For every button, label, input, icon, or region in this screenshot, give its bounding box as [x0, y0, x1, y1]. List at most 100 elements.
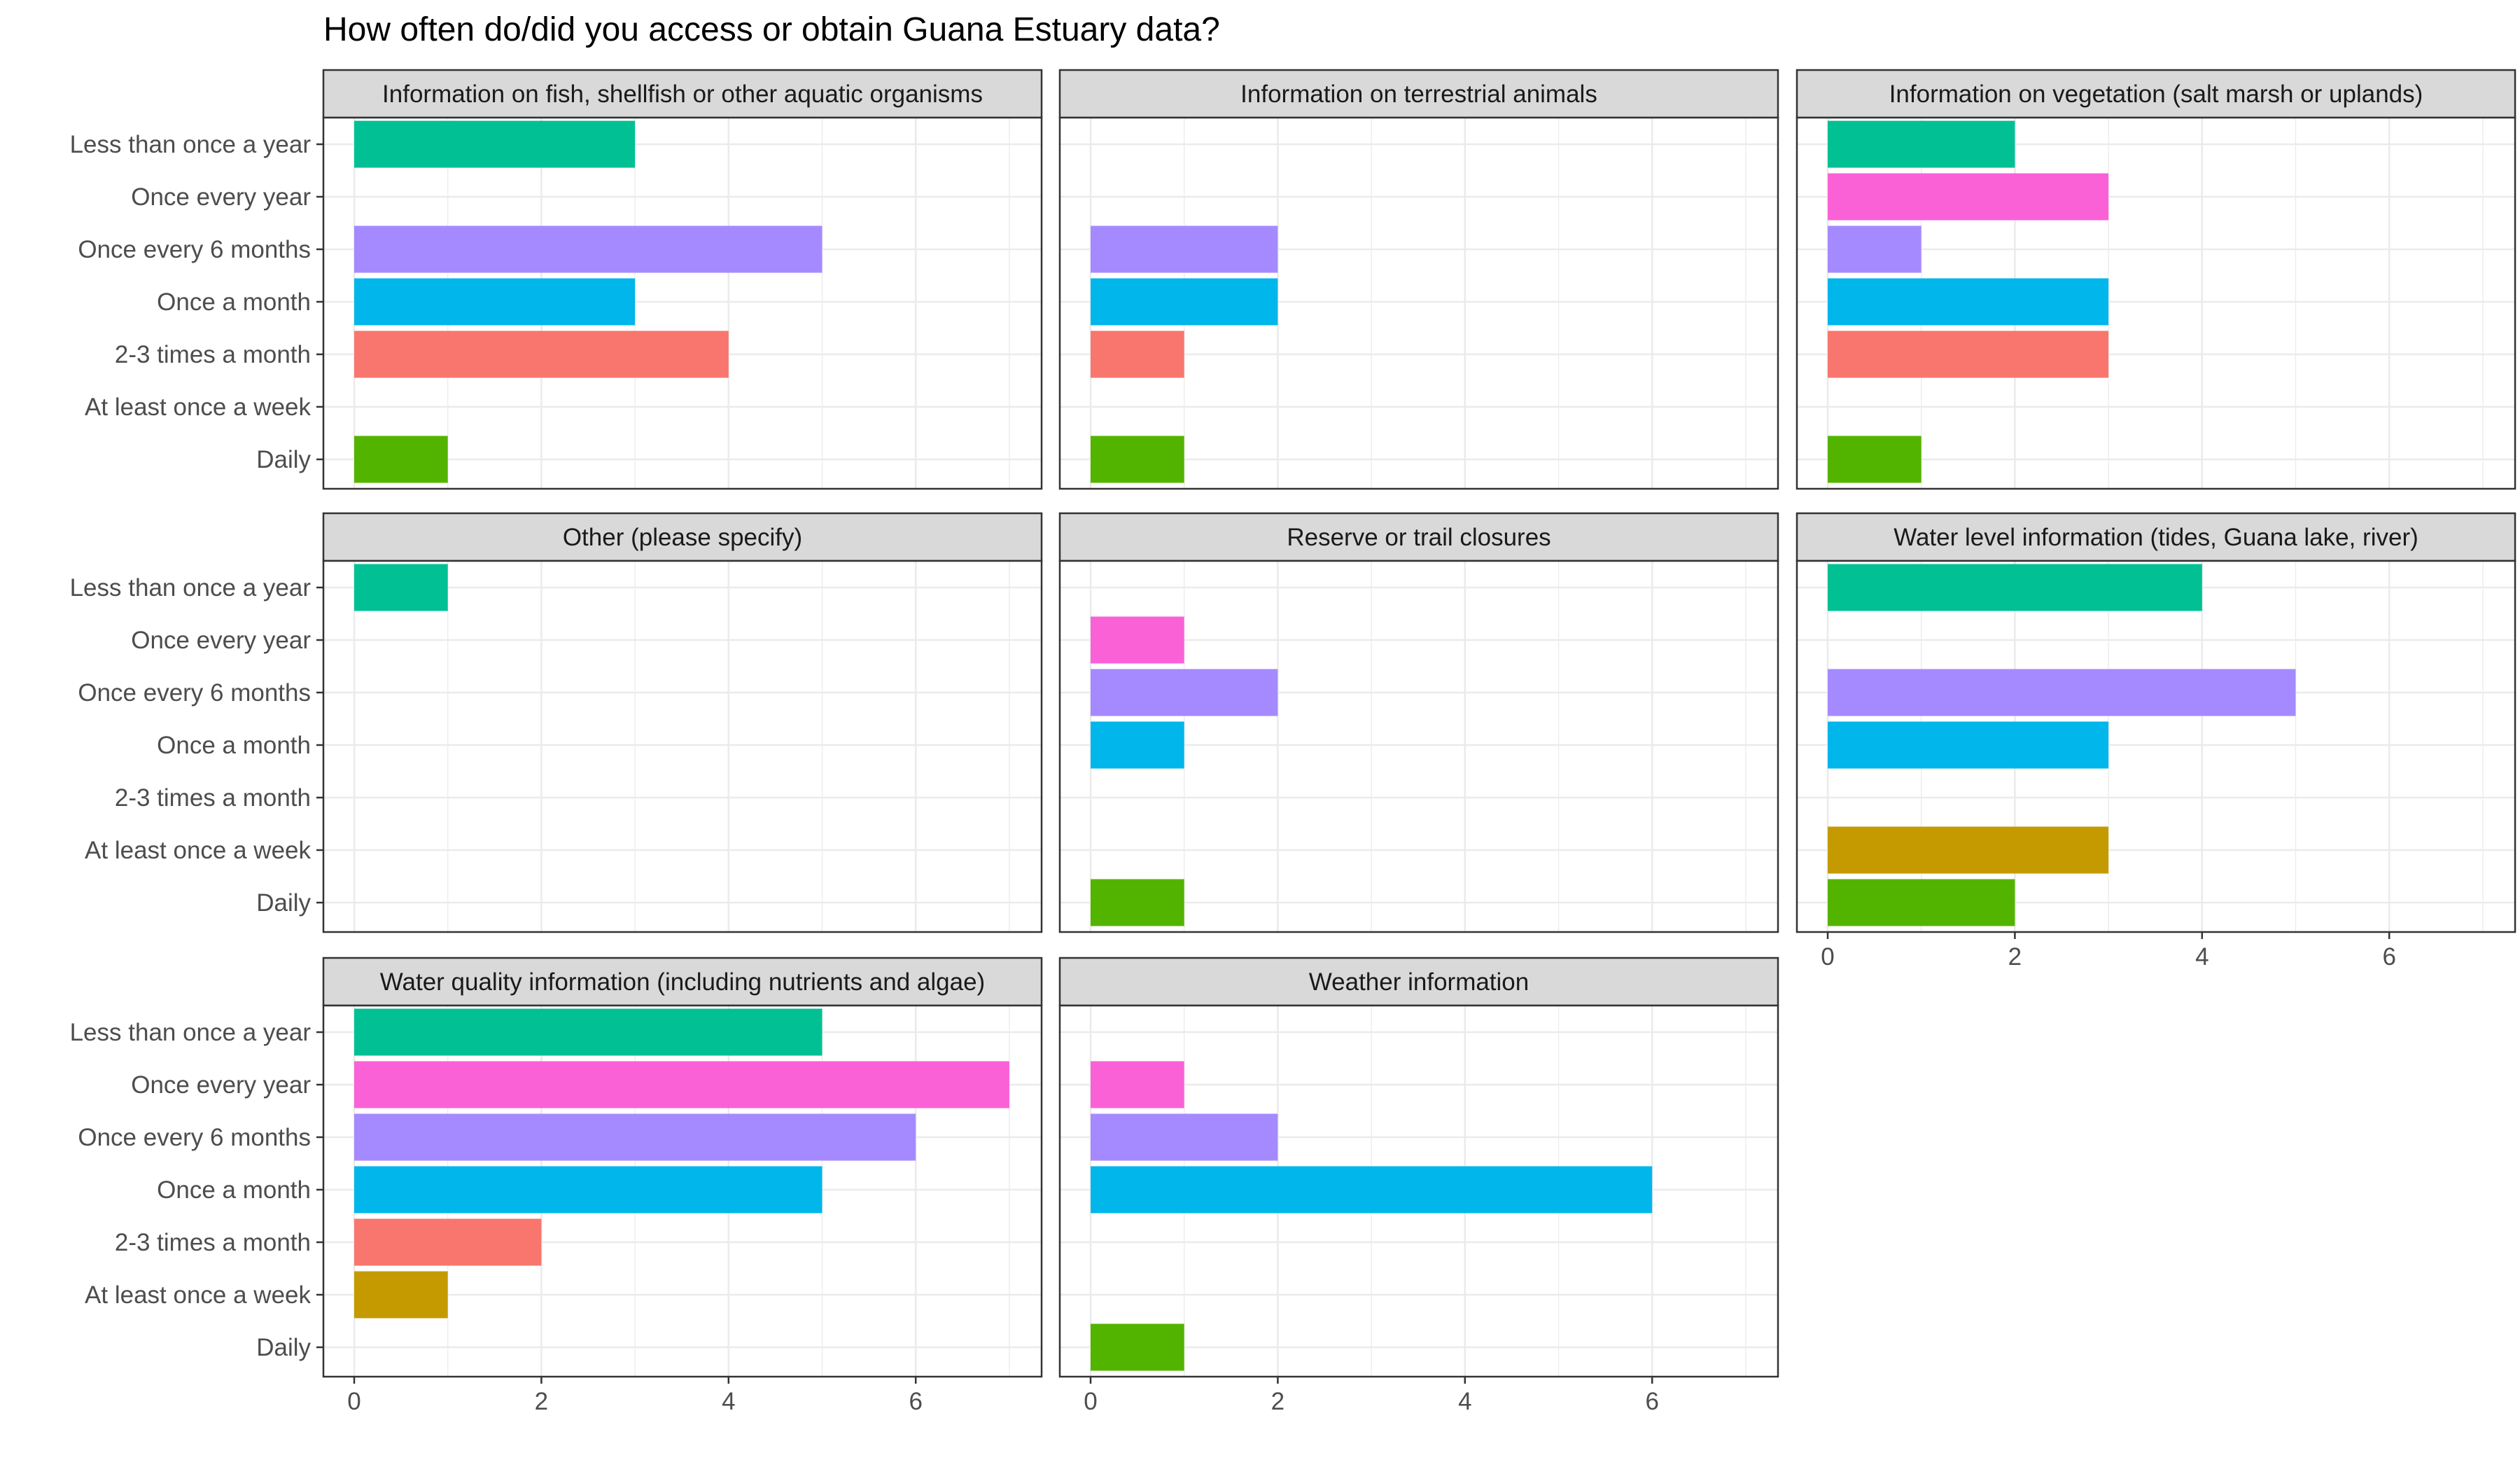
facet-strip-label: Other (please specify): [563, 524, 802, 551]
y-tick-label: 2-3 times a month: [115, 341, 311, 368]
facet-panel: Other (please specify) Less than once a y…: [70, 512, 1043, 933]
y-tick-label: At least once a week: [85, 837, 311, 864]
bar: [354, 1113, 916, 1161]
facet-strip: [322, 957, 1043, 1007]
bar: [354, 564, 448, 611]
bar: [1828, 669, 2296, 716]
facet-panel: Information on terrestrial animals: [1058, 69, 1779, 490]
facet-panel: Water quality information (including nut…: [70, 957, 1043, 1415]
bar: [354, 225, 822, 273]
bar: [1828, 120, 2015, 168]
facet-panel: Information on vegetation (salt marsh or…: [1795, 69, 2516, 490]
bar: [1091, 616, 1184, 664]
facet-strip: [1795, 512, 2516, 562]
y-tick-label: Once a month: [157, 1176, 311, 1204]
bar: [1091, 1113, 1278, 1161]
bar: [354, 1061, 1009, 1108]
bar: [354, 278, 636, 326]
bar: [1828, 436, 1921, 483]
panel-border: [322, 1004, 1043, 1378]
bar: [1091, 1323, 1184, 1371]
y-tick-label: Once every 6 months: [78, 236, 311, 263]
panel-border: [1795, 116, 2516, 490]
facet-panel: Reserve or trail closures: [1058, 512, 1779, 933]
y-tick-label: Less than once a year: [70, 131, 312, 158]
x-tick-label: 6: [2382, 943, 2395, 971]
bar: [354, 1008, 822, 1056]
y-tick-label: Once every 6 months: [78, 679, 311, 707]
bar: [1828, 278, 2109, 326]
bar: [1091, 721, 1184, 769]
panel-border: [322, 559, 1043, 933]
facet-strip-label: Water quality information (including nut…: [380, 968, 985, 996]
bar: [1091, 879, 1184, 926]
y-tick-label: Less than once a year: [70, 1019, 312, 1046]
x-tick-label: 0: [1084, 1388, 1097, 1415]
facet-panel: Weather information 0 2 4 6: [1058, 957, 1779, 1415]
facet-strip: [322, 512, 1043, 562]
x-tick-label: 2: [535, 1388, 548, 1415]
bar: [1091, 669, 1278, 716]
chart-title: How often do/did you access or obtain Gu…: [323, 11, 1220, 48]
y-tick-label: At least once a week: [85, 1281, 311, 1309]
facet-strip-label: Information on vegetation (salt marsh or…: [1889, 81, 2423, 108]
bar: [1828, 225, 1921, 273]
facet-strip-label: Information on fish, shellfish or other …: [382, 81, 983, 108]
bar: [354, 331, 729, 378]
bar: [1828, 826, 2109, 874]
facet-strip-label: Water level information (tides, Guana la…: [1893, 524, 2418, 551]
facet-panel: Water level information (tides, Guana la…: [1795, 512, 2516, 971]
bar: [354, 436, 448, 483]
x-tick-label: 0: [347, 1388, 360, 1415]
facet-strip-label: Reserve or trail closures: [1287, 524, 1550, 551]
panel-border: [1795, 559, 2516, 933]
bar: [1828, 564, 2202, 611]
facet-panel: Information on fish, shellfish or other …: [70, 69, 1043, 490]
facet-strip-label: Information on terrestrial animals: [1240, 81, 1597, 108]
y-tick-label: Once every year: [131, 183, 311, 211]
bar: [354, 120, 636, 168]
x-tick-label: 4: [1458, 1388, 1471, 1415]
y-tick-label: Daily: [256, 446, 311, 473]
y-tick-label: Once every 6 months: [78, 1124, 311, 1151]
facet-strip: [1795, 69, 2516, 119]
panel-border: [1058, 116, 1779, 490]
plot-background: [323, 561, 1042, 932]
y-tick-label: Once every year: [131, 1071, 311, 1099]
bar: [1091, 331, 1184, 378]
y-tick-label: 2-3 times a month: [115, 1229, 311, 1256]
bar: [354, 1166, 822, 1214]
facet-strip: [1058, 69, 1779, 119]
y-tick-label: At least once a week: [85, 394, 311, 421]
bar: [1091, 1166, 1653, 1214]
y-tick-label: Daily: [256, 1334, 311, 1361]
bar: [1828, 331, 2109, 378]
x-tick-label: 6: [1645, 1388, 1658, 1415]
bar: [1828, 721, 2109, 769]
y-tick-label: Daily: [256, 889, 311, 917]
facet-strip-label: Weather information: [1309, 968, 1530, 996]
y-tick-label: 2-3 times a month: [115, 784, 311, 812]
x-tick-label: 6: [909, 1388, 922, 1415]
panel-border: [322, 116, 1043, 490]
y-tick-label: Once every year: [131, 627, 311, 654]
bar: [354, 1218, 542, 1266]
y-tick-label: Less than once a year: [70, 574, 312, 602]
panel-border: [1058, 559, 1779, 933]
x-tick-label: 2: [2008, 943, 2022, 971]
bar: [1091, 436, 1184, 483]
facet-strip: [1058, 512, 1779, 562]
x-tick-label: 4: [722, 1388, 735, 1415]
x-tick-label: 0: [1821, 943, 1834, 971]
bar: [1828, 879, 2015, 926]
y-tick-label: Once a month: [157, 288, 311, 316]
y-tick-label: Once a month: [157, 732, 311, 759]
bar: [1828, 173, 2109, 221]
facet-strip: [322, 69, 1043, 119]
x-tick-label: 4: [2195, 943, 2208, 971]
bar: [1091, 225, 1278, 273]
x-tick-label: 2: [1271, 1388, 1284, 1415]
panel-border: [1058, 1004, 1779, 1378]
